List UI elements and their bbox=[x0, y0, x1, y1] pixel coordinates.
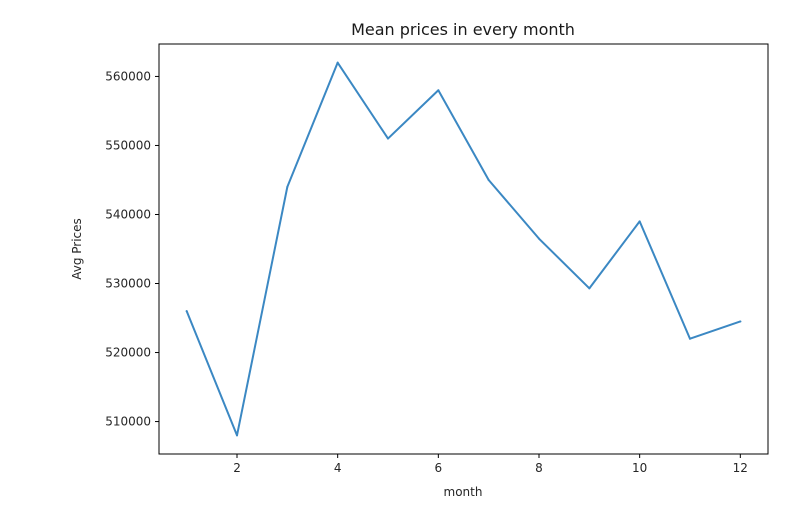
x-axis-label: month bbox=[444, 485, 483, 499]
data-point bbox=[387, 137, 390, 140]
data-point bbox=[437, 89, 440, 92]
y-tick-label: 530000 bbox=[105, 277, 151, 291]
x-tick-label: 8 bbox=[535, 461, 543, 475]
data-point bbox=[638, 220, 641, 223]
data-point bbox=[537, 237, 540, 240]
x-tick-label: 4 bbox=[334, 461, 342, 475]
x-tick-label: 2 bbox=[233, 461, 241, 475]
data-point bbox=[739, 320, 742, 323]
y-axis: 510000 520000 530000 540000 550000 560000 bbox=[105, 69, 159, 429]
data-point bbox=[688, 337, 691, 340]
data-point bbox=[588, 287, 591, 290]
chart-title: Mean prices in every month bbox=[351, 20, 575, 39]
plot-frame bbox=[158, 43, 769, 455]
x-tick-label: 10 bbox=[632, 461, 647, 475]
y-tick-label: 540000 bbox=[105, 207, 151, 221]
y-axis-label: Avg Prices bbox=[70, 218, 84, 280]
series-line bbox=[185, 61, 742, 437]
data-point bbox=[185, 310, 188, 313]
x-tick-label: 6 bbox=[435, 461, 443, 475]
x-axis: 2 4 6 8 10 12 bbox=[233, 454, 748, 475]
y-tick-label: 560000 bbox=[105, 69, 151, 83]
series-points bbox=[185, 61, 742, 437]
data-point bbox=[236, 434, 239, 437]
data-point bbox=[487, 178, 490, 181]
data-point bbox=[286, 185, 289, 188]
y-tick-label: 510000 bbox=[105, 415, 151, 429]
data-point bbox=[336, 61, 339, 64]
x-tick-label: 12 bbox=[733, 461, 748, 475]
y-tick-label: 520000 bbox=[105, 346, 151, 360]
y-tick-label: 550000 bbox=[105, 138, 151, 152]
